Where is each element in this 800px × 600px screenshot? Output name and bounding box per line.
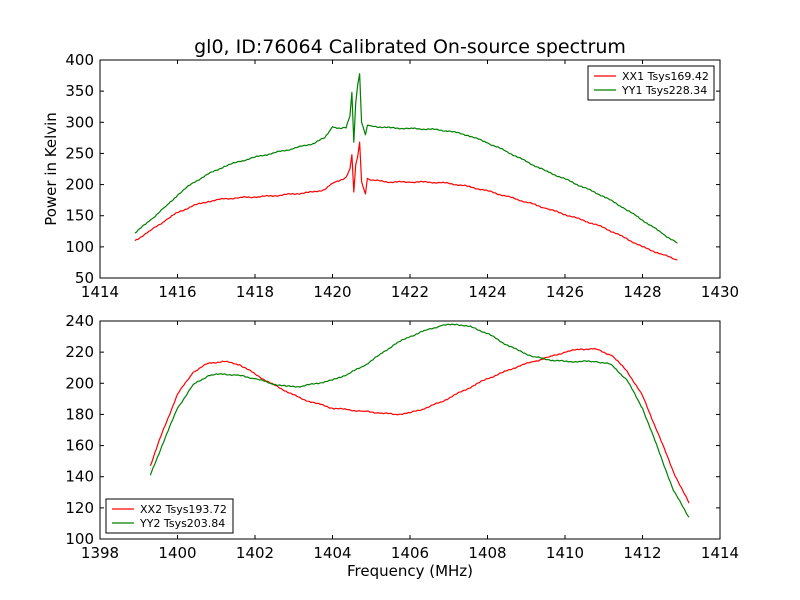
legend-label: YY1 Tsys228.34	[621, 84, 707, 97]
x-tick-label: 1422	[391, 283, 429, 301]
x-tick-label: 1412	[623, 544, 661, 562]
x-tick-label: 1428	[623, 283, 661, 301]
y-tick-label: 400	[65, 51, 94, 69]
y-tick-label: 300	[65, 113, 94, 131]
x-tick-label: 1420	[313, 283, 351, 301]
legend-box	[105, 498, 234, 534]
x-tick-label: 1410	[546, 544, 584, 562]
legend-label: XX1 Tsys169.42	[622, 70, 709, 83]
y-axis-label: Power in Kelvin	[42, 112, 60, 226]
series-line-yy2	[149, 323, 690, 518]
y-tick-label: 350	[65, 82, 94, 100]
y-tick-label: 120	[65, 499, 94, 517]
y-tick-label: 250	[65, 144, 94, 162]
x-axis-label: Frequency (MHz)	[347, 562, 473, 580]
x-tick-label: 1416	[158, 283, 196, 301]
chart-title: gl0, ID:76064 Calibrated On-source spect…	[194, 36, 626, 58]
x-tick-label: 1426	[546, 283, 584, 301]
x-tick-label: 1402	[236, 544, 274, 562]
legend-label: XX2 Tsys193.72	[140, 503, 227, 516]
y-tick-label: 200	[65, 176, 94, 194]
series-line-yy1	[134, 73, 678, 244]
x-tick-label: 1398	[81, 544, 119, 562]
y-tick-label: 100	[65, 530, 94, 548]
legend-label: YY2 Tsys203.84	[139, 517, 225, 530]
plots: 1414 1416 1418 1420 1422 1424 1426 1428 1430 50 10…	[42, 51, 739, 580]
x-tick-label: 1414	[81, 283, 119, 301]
y-tick-label: 50	[75, 269, 94, 287]
x-tick-label: 1414	[701, 544, 739, 562]
y-tick-label: 100	[65, 238, 94, 256]
legend-box	[587, 65, 715, 101]
x-tick-label: 1400	[158, 544, 196, 562]
y-tick-label: 160	[65, 437, 94, 455]
x-tick-label: 1424	[468, 283, 506, 301]
x-tick-label: 1406	[391, 544, 429, 562]
y-tick-label: 200	[65, 374, 94, 392]
y-tick-label: 240	[65, 312, 94, 330]
series-line-xx1	[134, 141, 678, 261]
y-tick-label: 180	[65, 405, 94, 423]
y-tick-label: 220	[65, 343, 94, 361]
x-tick-label: 1430	[701, 283, 739, 301]
plot-1: 1414 1416 1418 1420 1422 1424 1426 1428 1430 50 10…	[42, 51, 739, 301]
y-tick-label: 140	[65, 468, 94, 486]
y-tick-label: 150	[65, 207, 94, 225]
x-tick-label: 1404	[313, 544, 351, 562]
plot-2: 1398 1400 1402 1404 1406 1408 1410 1412 1414 100 1…	[65, 312, 739, 580]
x-tick-label: 1418	[236, 283, 274, 301]
x-tick-label: 1408	[468, 544, 506, 562]
series-line-xx2	[149, 347, 690, 504]
